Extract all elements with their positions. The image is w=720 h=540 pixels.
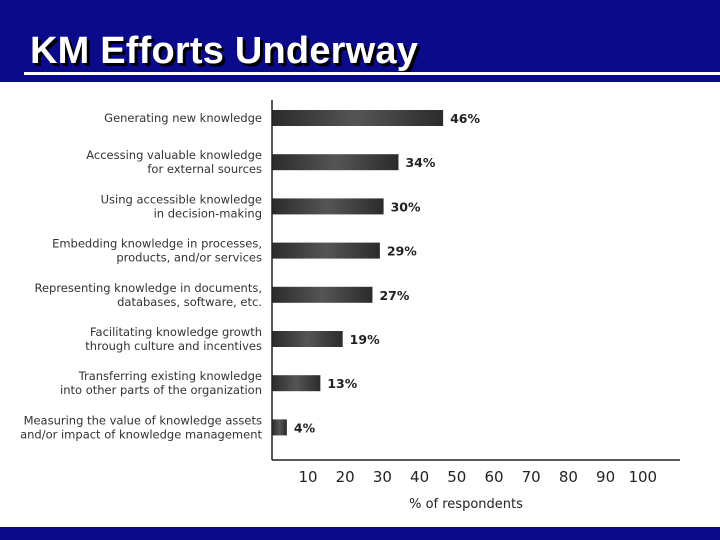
slide-title: KM Efforts Underway (30, 30, 419, 72)
value-labels: 46% 34% 30% 29% 27% 19% 13% 4% (294, 111, 481, 435)
value-label-6: 19% (350, 332, 380, 347)
x-tick-30: 30 (373, 468, 392, 486)
bar-2 (272, 154, 399, 171)
bar-7 (272, 375, 321, 392)
bars-layer (272, 110, 444, 436)
bar-4 (272, 242, 380, 259)
bar-3 (272, 198, 384, 215)
category-label-4: Embedding knowledge in processes, product… (52, 237, 262, 265)
bar-chart: Generating new knowledge Accessing valuab… (20, 100, 680, 512)
bar-1 (272, 110, 444, 126)
x-tick-90: 90 (596, 468, 615, 486)
x-tick-labels: 10 20 30 40 50 60 70 80 90 100 (298, 468, 657, 486)
value-label-3: 30% (391, 199, 421, 214)
x-tick-10: 10 (298, 468, 317, 486)
category-label-8: Measuring the value of knowledge assets a… (20, 413, 262, 441)
x-tick-40: 40 (410, 468, 429, 486)
value-label-1: 46% (450, 111, 480, 126)
title-bar: KM Efforts Underway (0, 0, 720, 82)
category-label-7: Transferring existing knowledge into othe… (60, 369, 262, 397)
category-label-5: Representing knowledge in documents, data… (34, 281, 262, 309)
bar-8 (272, 419, 287, 436)
x-tick-50: 50 (447, 468, 466, 486)
value-label-5: 27% (379, 288, 409, 303)
x-tick-20: 20 (336, 468, 355, 486)
x-tick-80: 80 (559, 468, 578, 486)
value-label-2: 34% (405, 155, 435, 170)
x-tick-70: 70 (522, 468, 541, 486)
x-axis-title: % of respondents (409, 497, 523, 512)
category-label-6: Facilitating knowledge growth through cul… (85, 325, 262, 353)
x-tick-60: 60 (484, 468, 503, 486)
value-label-4: 29% (387, 244, 417, 259)
bar-5 (272, 286, 373, 303)
category-labels: Generating new knowledge Accessing valuab… (20, 111, 262, 441)
category-label-3: Using accessible knowledge in decision-ma… (101, 192, 262, 220)
bar-6 (272, 331, 343, 347)
title-underline (24, 72, 720, 75)
footer-bar (0, 527, 720, 540)
category-label-2: Accessing valuable knowledge for external… (86, 148, 262, 176)
value-label-7: 13% (327, 376, 357, 391)
value-label-8: 4% (294, 420, 316, 435)
x-tick-100: 100 (628, 468, 657, 486)
category-label-1: Generating new knowledge (104, 111, 262, 125)
